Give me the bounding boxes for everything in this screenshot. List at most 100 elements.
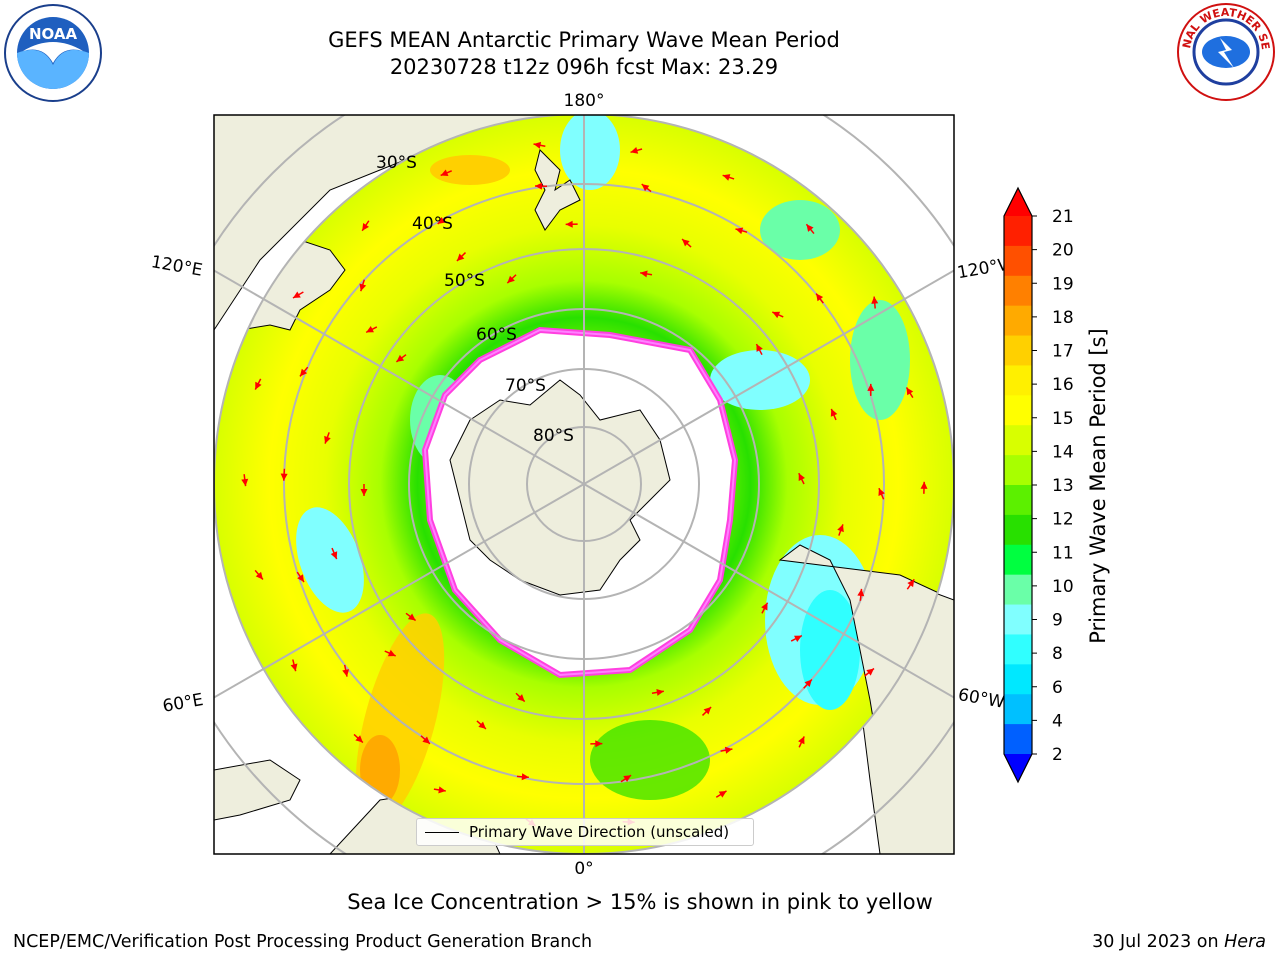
map-frame <box>213 114 955 855</box>
wave-arrow-head <box>255 381 262 390</box>
wave-arrow-head <box>722 174 731 181</box>
wave-arrow-head <box>772 311 781 319</box>
wave-arrow-head <box>292 291 301 298</box>
wave-arrow-head <box>682 239 690 247</box>
colorbar-tick-label: 16 <box>1052 375 1074 395</box>
wave-arrow-head <box>640 270 648 278</box>
wave-arrow-head <box>806 224 814 232</box>
noaa-logo: NOAA <box>3 3 103 103</box>
legend-label: Primary Wave Direction (unscaled) <box>469 823 730 841</box>
colorbar-swatch <box>1004 604 1032 635</box>
wave-arrow-head <box>342 669 350 677</box>
colorbar-swatch <box>1004 574 1032 606</box>
wave-arrow-head <box>324 435 331 444</box>
wave-arrow-head <box>456 253 465 261</box>
legend-line-icon <box>425 831 459 833</box>
wave-arrow-head <box>756 344 763 352</box>
wave-arrow-head <box>255 571 263 580</box>
colorbar-tick-label: 2 <box>1052 745 1063 765</box>
wave-arrow-head <box>816 293 824 302</box>
wave-arrow-head <box>878 488 885 497</box>
colorbar-tick-label: 12 <box>1052 510 1074 530</box>
footer-date-text: 30 Jul 2023 on <box>1092 932 1225 952</box>
colorbar-swatch <box>1004 305 1032 337</box>
wave-arrow-head <box>478 721 486 729</box>
wave-arrow-head <box>857 588 865 597</box>
lat-label-60s: 60°S <box>476 325 517 345</box>
wave-arrow-head <box>718 790 727 798</box>
wave-arrow-head <box>299 368 308 377</box>
colorbar-tick-label: 21 <box>1052 207 1074 227</box>
wave-arrow-head <box>595 740 603 748</box>
nws-logo: NATIONAL WEATHER SERVICE <box>1171 0 1276 102</box>
colorbar-swatch <box>1004 455 1032 486</box>
wave-arrow-head <box>830 408 838 417</box>
wave-arrow-head <box>297 574 304 583</box>
wave-arrow-head <box>641 184 650 192</box>
lat-label-80s: 80°S <box>533 426 574 446</box>
colorbar-swatch <box>1004 514 1032 546</box>
colorbar-swatch <box>1004 634 1032 665</box>
colorbar-tick-label: 17 <box>1052 342 1074 362</box>
wave-arrow-head <box>871 296 879 304</box>
colorbar-swatch <box>1004 365 1032 396</box>
colorbar-tick-label: 9 <box>1052 611 1063 631</box>
wave-arrow-head <box>630 147 639 154</box>
footer-credit: NCEP/EMC/Verification Post Processing Pr… <box>13 932 593 952</box>
lat-label-50s: 50°S <box>444 271 485 291</box>
footer-host: Hera <box>1224 932 1266 952</box>
lon-label-lower-right: 60°W <box>956 685 1006 713</box>
wave-arrow-head <box>362 222 369 231</box>
lat-label-40s: 40°S <box>412 214 453 234</box>
wave-arrow-head <box>794 635 802 642</box>
colorbar: 21 20 19 18 17 16 15 14 13 12 11 10 9 8 6 4 2 <box>1003 186 1074 784</box>
wave-arrow-head <box>867 383 875 391</box>
colorbar-tick-label: 10 <box>1052 577 1074 597</box>
colorbar-tick-label: 18 <box>1052 308 1074 328</box>
wave-arrow-head <box>798 473 805 482</box>
wave-arrow-head <box>360 489 368 496</box>
wave-arrow-head <box>517 694 525 702</box>
colorbar-tick-label: 20 <box>1052 241 1074 261</box>
colorbar-swatch <box>1004 335 1032 366</box>
colorbar-tick-label: 19 <box>1052 274 1074 294</box>
colorbar-swatch <box>1004 275 1032 307</box>
wave-arrow-head <box>438 786 446 794</box>
wave-arrow-head <box>280 473 288 481</box>
wave-arrow-head <box>837 524 844 533</box>
wave-arrow-head <box>290 663 298 672</box>
colorbar-extend-top <box>1004 188 1032 216</box>
wave-arrow-head <box>422 736 430 744</box>
wave-arrow-head <box>761 602 768 611</box>
lon-label-top: 180° <box>564 91 605 111</box>
wave-arrow-head <box>440 169 449 176</box>
colorbar-swatch <box>1004 485 1032 516</box>
wave-arrow-head <box>623 775 632 782</box>
sea-ice-caption: Sea Ice Concentration > 15% is shown in … <box>347 890 933 914</box>
wave-arrow-head <box>407 613 416 621</box>
wave-arrow-head <box>521 773 529 781</box>
wave-arrow-head <box>535 182 543 190</box>
colorbar-tick-label: 13 <box>1052 476 1074 496</box>
colorbar-swatch <box>1004 395 1032 426</box>
wave-arrow-head <box>866 668 875 676</box>
colorbar-tick-label: 11 <box>1052 543 1074 563</box>
wave-direction-arrows <box>241 141 928 827</box>
wave-arrow-head <box>507 275 515 284</box>
wave-arrow-head <box>907 579 915 588</box>
wave-arrow-head <box>703 707 712 715</box>
colorbar-tick-label: 8 <box>1052 644 1063 664</box>
colorbar-tick-label: 15 <box>1052 409 1074 429</box>
colorbar-swatch <box>1004 694 1032 725</box>
wave-arrow-head <box>330 551 338 560</box>
wave-arrow-head <box>804 679 812 688</box>
colorbar-extend-bottom <box>1004 754 1032 782</box>
colorbar-tick-label: 6 <box>1052 678 1063 698</box>
wave-arrow-head <box>533 141 542 149</box>
noaa-logo-text: NOAA <box>29 25 78 43</box>
wave-arrow-head <box>735 227 744 235</box>
colorbar-label: Primary Wave Mean Period [s] <box>1086 328 1110 644</box>
lon-label-lower-left: 60°E <box>161 690 205 717</box>
wave-arrow-head <box>724 746 733 754</box>
